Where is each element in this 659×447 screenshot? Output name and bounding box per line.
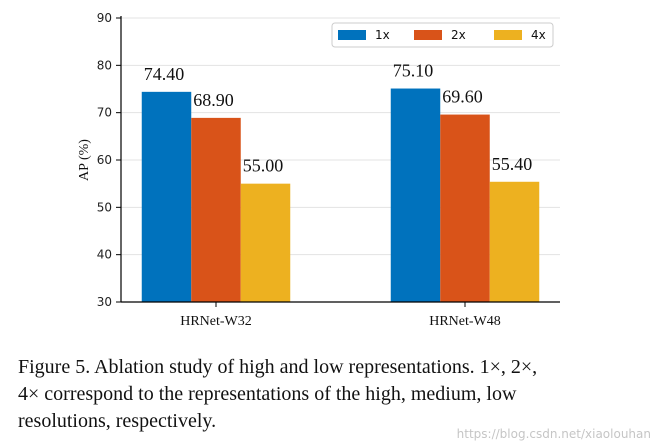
legend-label: 1x [375, 28, 390, 42]
data-label: 75.10 [393, 61, 434, 81]
bar-4x-hrnet-w32 [240, 183, 291, 302]
data-label: 69.60 [442, 87, 483, 107]
bar-chart: 30 40 50 60 70 80 90 HRNet-W32 HRNet-W48 74.40 6… [77, 11, 560, 329]
y-tick-label: 80 [97, 58, 112, 72]
y-axis-label: AP (%) [77, 139, 92, 181]
data-label: 74.40 [144, 64, 185, 84]
y-tick-labels: 30 40 50 60 70 80 90 [97, 11, 112, 309]
bar-1x-hrnet-w48 [390, 88, 441, 302]
y-tick-label: 50 [97, 200, 112, 214]
legend-label: 2x [451, 28, 466, 42]
bars [141, 88, 540, 302]
figure-caption: Figure 5. Ablation study of high and low… [18, 354, 646, 435]
bar-1x-hrnet-w32 [141, 91, 192, 302]
x-tick-label: HRNet-W32 [180, 314, 252, 329]
bar-4x-hrnet-w48 [489, 181, 540, 302]
x-tick-label: HRNet-W48 [429, 314, 501, 329]
legend-swatch [414, 30, 442, 40]
legend-box [331, 22, 554, 48]
data-label: 55.40 [492, 154, 533, 174]
legend-swatch [338, 30, 366, 40]
legend-label: 4x [531, 28, 546, 42]
legend-swatch [494, 30, 522, 40]
bar-2x-hrnet-w48 [440, 114, 490, 302]
y-tick-label: 70 [97, 106, 112, 120]
axes [116, 16, 560, 307]
caption-line-1: Figure 5. Ablation study of high and low… [18, 356, 538, 378]
watermark-text: https://blog.csdn.net/xiaolouhan [456, 427, 651, 441]
data-labels: 74.40 68.90 55.00 75.10 69.60 55.40 [144, 61, 533, 176]
caption-line-2: 4× correspond to the representations of … [18, 383, 517, 405]
data-label: 68.90 [193, 90, 234, 110]
y-tick-label: 40 [97, 248, 112, 262]
data-label: 55.00 [243, 156, 284, 176]
x-tick-labels: HRNet-W32 HRNet-W48 [180, 314, 501, 329]
y-tick-label: 90 [97, 11, 112, 25]
y-tick-label: 60 [97, 153, 112, 167]
bar-2x-hrnet-w32 [191, 117, 241, 302]
caption-line-3: resolutions, respectively. [18, 410, 217, 432]
y-tick-label: 30 [97, 295, 112, 309]
legend: 1x 2x 4x [331, 22, 554, 48]
